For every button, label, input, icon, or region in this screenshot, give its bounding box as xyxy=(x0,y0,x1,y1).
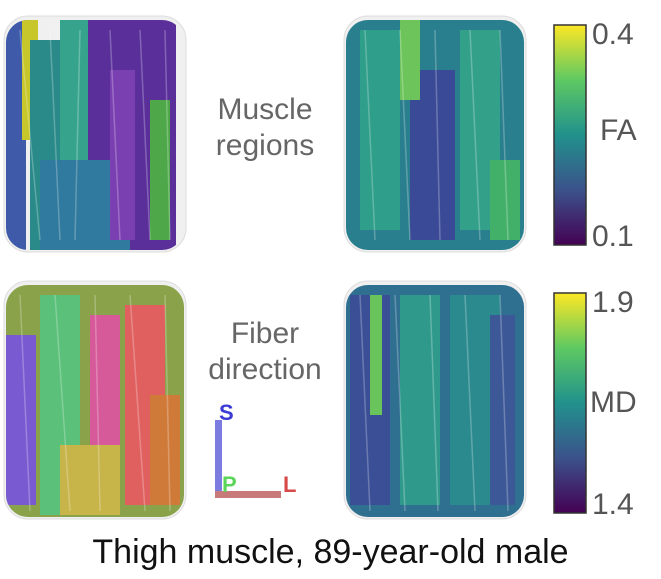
fa-max-tick: 0.4 xyxy=(592,18,634,51)
fiber-direction-render xyxy=(0,275,190,525)
fiber-direction-label-line1: Fiber xyxy=(230,317,300,350)
muscle-regions-label-line2: regions xyxy=(215,129,315,162)
axis-posterior-label: P xyxy=(222,472,237,497)
fiber-direction-label-line2: direction xyxy=(208,353,322,386)
fiber-direction-label: Fiber direction xyxy=(190,316,340,388)
figure-caption: Thigh muscle, 89-year-old male xyxy=(92,533,569,571)
axis-left-label: L xyxy=(283,472,297,497)
fa-map-render xyxy=(340,10,530,255)
fa-label: FA xyxy=(600,114,637,147)
fa-min-tick: 0.1 xyxy=(592,220,634,253)
md-max-tick: 1.9 xyxy=(592,286,634,319)
muscle-regions-render xyxy=(0,10,190,255)
axis-superior-label: S xyxy=(219,400,234,425)
muscle-regions-label: Muscle regions xyxy=(190,92,340,164)
md-map-render xyxy=(340,275,530,525)
fa-colorbar xyxy=(553,24,587,246)
orientation-axes xyxy=(205,410,305,500)
md-label: MD xyxy=(590,386,637,419)
md-colorbar xyxy=(553,292,587,514)
muscle-regions-label-line1: Muscle xyxy=(217,93,313,126)
md-min-tick: 1.4 xyxy=(592,488,634,521)
